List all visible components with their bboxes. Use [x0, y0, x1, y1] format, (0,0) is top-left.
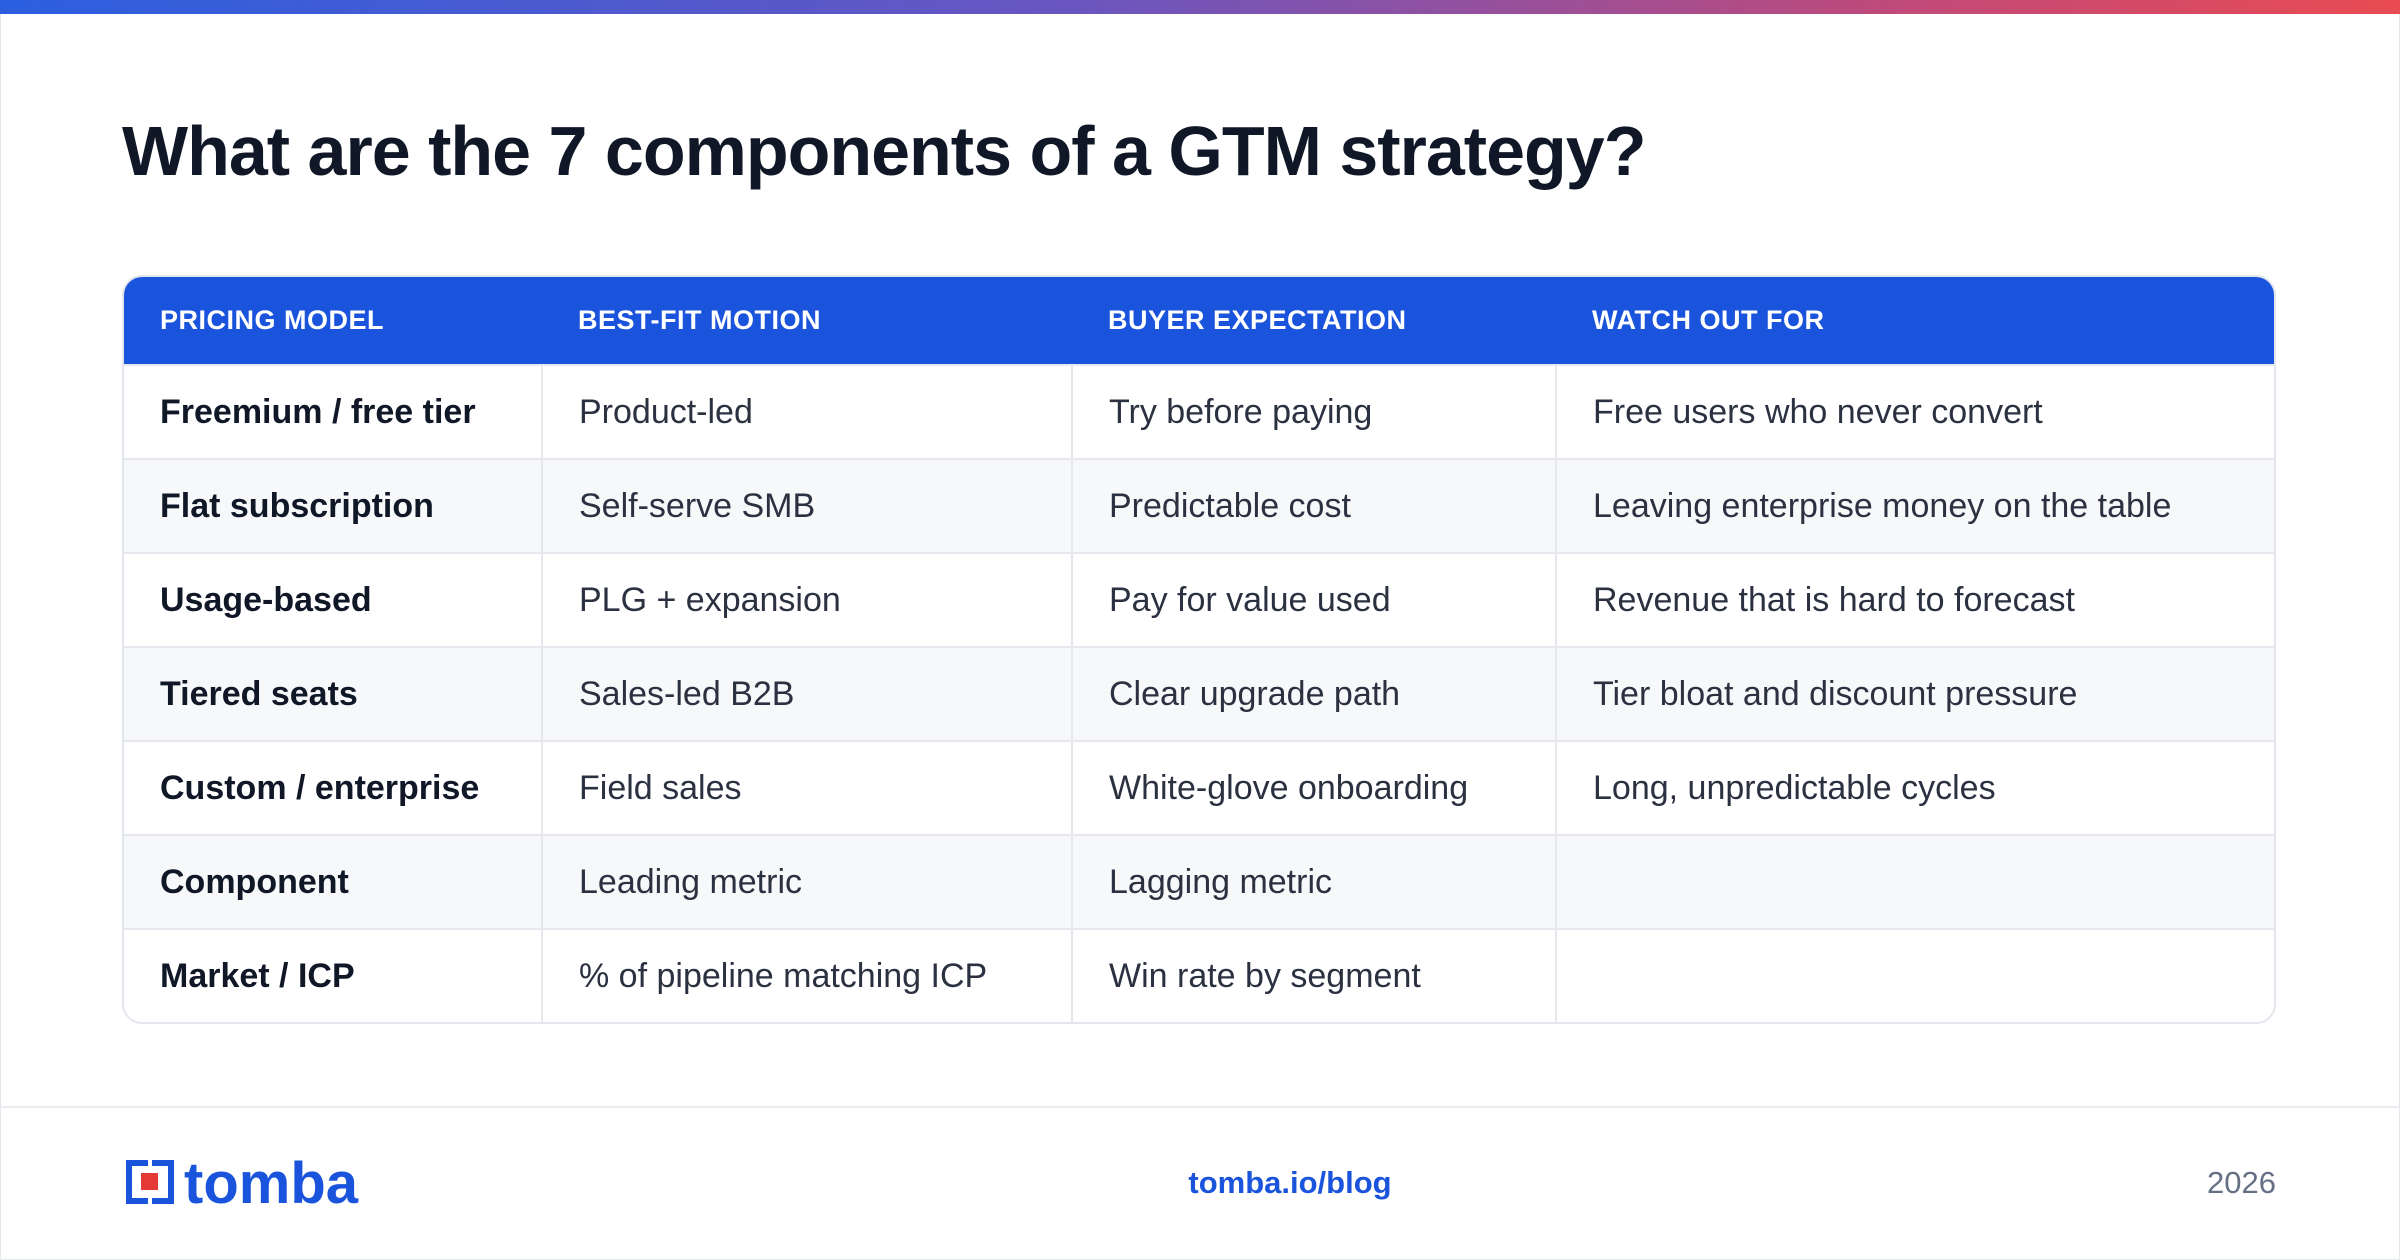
cell-pricing-model: Market / ICP — [124, 928, 542, 1022]
cell-pricing-model: Component — [124, 834, 542, 929]
cell-buyer-expectation: Try before paying — [1071, 364, 1556, 459]
cell-pricing-model: Freemium / free tier — [124, 364, 542, 459]
pricing-table: PRICING MODEL BEST-FIT MOTION BUYER EXPE… — [124, 277, 2274, 1022]
cell-buyer-expectation: Lagging metric — [1071, 834, 1556, 929]
table-row: Tiered seats Sales-led B2B Clear upgrade… — [124, 646, 2274, 741]
cell-pricing-model: Tiered seats — [124, 646, 542, 741]
table-row: Flat subscription Self-serve SMB Predict… — [124, 458, 2274, 553]
cell-best-fit-motion: Field sales — [541, 740, 1072, 835]
cell-pricing-model: Custom / enterprise — [124, 740, 542, 835]
tomba-logo-icon — [122, 1156, 178, 1213]
cell-watch-out-for: Long, unpredictable cycles — [1555, 740, 2274, 835]
cell-buyer-expectation: Clear upgrade path — [1071, 646, 1556, 741]
table-row: Custom / enterprise Field sales White-gl… — [124, 740, 2274, 835]
footer-divider — [0, 1106, 2400, 1108]
gradient-top-bar — [0, 0, 2400, 14]
header-watch-out-for: WATCH OUT FOR — [1592, 305, 1825, 335]
cell-watch-out-for: Tier bloat and discount pressure — [1555, 646, 2274, 741]
cell-watch-out-for — [1555, 928, 2274, 1022]
cell-pricing-model: Flat subscription — [124, 458, 542, 553]
table-row: Usage-based PLG + expansion Pay for valu… — [124, 552, 2274, 647]
table-row: Component Leading metric Lagging metric — [124, 834, 2274, 929]
cell-watch-out-for: Leaving enterprise money on the table — [1555, 458, 2274, 553]
cell-buyer-expectation: Win rate by segment — [1071, 928, 1556, 1022]
cell-pricing-model: Usage-based — [124, 552, 542, 647]
cell-best-fit-motion: Sales-led B2B — [541, 646, 1072, 741]
page-title: What are the 7 components of a GTM strat… — [122, 112, 1646, 190]
header-buyer-expectation: BUYER EXPECTATION — [1108, 305, 1407, 335]
cell-best-fit-motion: Product-led — [541, 364, 1072, 459]
cell-watch-out-for: Revenue that is hard to forecast — [1555, 552, 2274, 647]
header-best-fit-motion: BEST-FIT MOTION — [578, 305, 821, 335]
cell-watch-out-for — [1555, 834, 2274, 929]
header-pricing-model: PRICING MODEL — [160, 305, 385, 335]
cell-best-fit-motion: PLG + expansion — [541, 552, 1072, 647]
cell-buyer-expectation: Pay for value used — [1071, 552, 1556, 647]
table-row: Market / ICP % of pipeline matching ICP … — [124, 928, 2274, 1022]
cell-best-fit-motion: Self-serve SMB — [541, 458, 1072, 553]
cell-watch-out-for: Free users who never convert — [1555, 364, 2274, 459]
cell-best-fit-motion: Leading metric — [541, 834, 1072, 929]
tomba-logo[interactable]: tomba — [122, 1151, 358, 1216]
footer-year: 2026 — [2207, 1165, 2276, 1200]
cell-buyer-expectation: Predictable cost — [1071, 458, 1556, 553]
pricing-table-container: PRICING MODEL BEST-FIT MOTION BUYER EXPE… — [122, 275, 2276, 1024]
blog-link[interactable]: tomba.io/blog — [1188, 1165, 1392, 1200]
cell-best-fit-motion: % of pipeline matching ICP — [541, 928, 1072, 1022]
logo-wordmark: tomba — [184, 1151, 358, 1216]
table-row: Freemium / free tier Product-led Try bef… — [124, 364, 2274, 459]
cell-buyer-expectation: White-glove onboarding — [1071, 740, 1556, 835]
table-header-row: PRICING MODEL BEST-FIT MOTION BUYER EXPE… — [124, 277, 2274, 365]
